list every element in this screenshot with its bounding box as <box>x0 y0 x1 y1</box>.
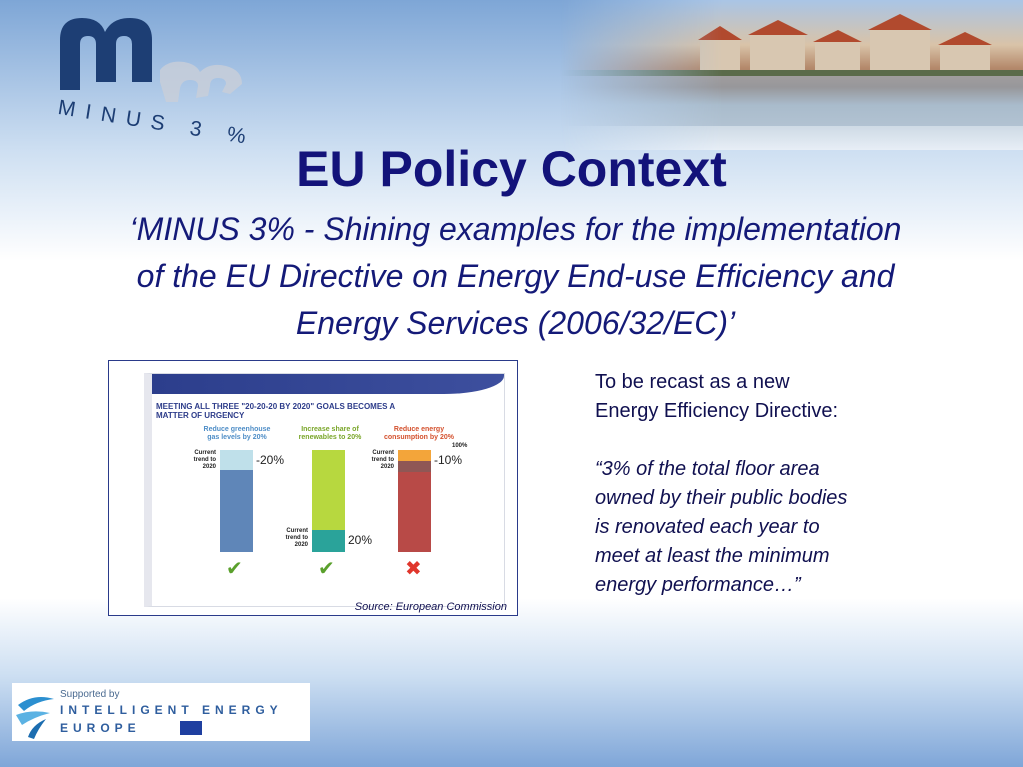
intro-line: Energy Efficiency Directive: <box>595 400 839 422</box>
figure-header-bar <box>152 374 504 394</box>
quote-line: owned by their public bodies <box>595 487 848 509</box>
value-renewables: 20% <box>348 533 373 547</box>
bar-renewables-top <box>312 530 345 552</box>
intelligent-energy-text: INTELLIGENT ENERGY <box>60 703 283 717</box>
hundred-percent-label: 100% <box>452 443 468 449</box>
recast-text: To be recast as a new Energy Efficiency … <box>595 368 935 600</box>
column-label-renewables: Increase share of renewables to 20% <box>285 426 375 442</box>
label-line: trend to <box>371 457 394 463</box>
trend-label-ghg: Current trend to 2020 <box>178 450 216 471</box>
label-line: Increase share of <box>301 426 359 433</box>
subtitle-line: ‘MINUS 3% - Shining examples for the imp… <box>129 211 902 247</box>
minus3-logo-mark <box>60 18 242 102</box>
label-line: Current <box>194 450 216 456</box>
bar-renewables <box>312 450 345 530</box>
label-line: consumption by 20% <box>383 434 454 441</box>
trend-label-energy: Current trend to 2020 <box>356 450 394 471</box>
slide-title: EU Policy Context <box>296 141 727 197</box>
bar-energy <box>398 472 431 552</box>
bar-energy-top <box>398 450 431 461</box>
bar-ghg <box>220 470 253 552</box>
quote-line: meet at least the minimum <box>595 545 830 567</box>
intro-line: To be recast as a new <box>595 371 790 393</box>
town-illustration <box>560 14 1023 126</box>
headline-line: MATTER OF URGENCY <box>156 411 245 420</box>
headline-line: MEETING ALL THREE "20-20-20 BY 2020" GOA… <box>156 402 396 411</box>
label-line: trend to <box>193 457 216 463</box>
minus3-logo: MINUS 3 % <box>50 10 280 150</box>
label-line: 2020 <box>294 542 308 548</box>
supported-by-text: Supported by <box>60 689 120 700</box>
subtitle-line: Energy Services (2006/32/EC)’ <box>295 305 736 341</box>
iee-swoosh-icon <box>16 697 54 739</box>
intelligent-energy-europe-logo: Supported by INTELLIGENT ENERGY EUROPE <box>12 683 310 741</box>
label-line: Reduce greenhouse <box>203 426 271 433</box>
subtitle-line: of the EU Directive on Energy End-use Ef… <box>136 258 895 294</box>
directive-quote: “3% of the total floor area owned by the… <box>595 455 935 600</box>
bar-energy-mid <box>398 461 431 472</box>
quote-line: energy performance…” <box>595 574 801 596</box>
label-line: renewables to 20% <box>298 434 362 441</box>
figure-source: Source: European Commission <box>354 601 507 613</box>
label-line: Current <box>372 450 394 456</box>
cross-icon: ✖ <box>405 558 422 580</box>
label-line: Reduce energy <box>393 426 445 433</box>
value-ghg: -20% <box>256 453 285 467</box>
europe-text: EUROPE <box>60 721 141 735</box>
slide-subtitle: ‘MINUS 3% - Shining examples for the imp… <box>14 206 1017 347</box>
label-line: 2020 <box>380 464 394 470</box>
column-label-energy: Reduce energy consumption by 20% <box>374 426 464 442</box>
eu-goals-figure: MEETING ALL THREE "20-20-20 BY 2020" GOA… <box>108 360 518 616</box>
eu-flag-icon <box>180 721 202 735</box>
header-banner-photo <box>560 0 1023 150</box>
figure-panel: MEETING ALL THREE "20-20-20 BY 2020" GOA… <box>144 373 505 607</box>
bar-ghg-top <box>220 450 253 470</box>
check-icon: ✔ <box>226 558 243 580</box>
column-label-ghg: Reduce greenhouse gas levels by 20% <box>192 426 282 442</box>
figure-headline: MEETING ALL THREE "20-20-20 BY 2020" GOA… <box>156 402 496 420</box>
trend-label-renewables: Current trend to 2020 <box>270 528 308 549</box>
quote-line: is renovated each year to <box>595 516 820 538</box>
check-icon: ✔ <box>318 558 335 580</box>
label-line: Current <box>286 528 308 534</box>
value-energy: -10% <box>434 453 463 467</box>
label-line: 2020 <box>202 464 216 470</box>
quote-line: “3% of the total floor area <box>595 458 820 480</box>
label-line: trend to <box>285 535 308 541</box>
label-line: gas levels by 20% <box>207 434 267 441</box>
